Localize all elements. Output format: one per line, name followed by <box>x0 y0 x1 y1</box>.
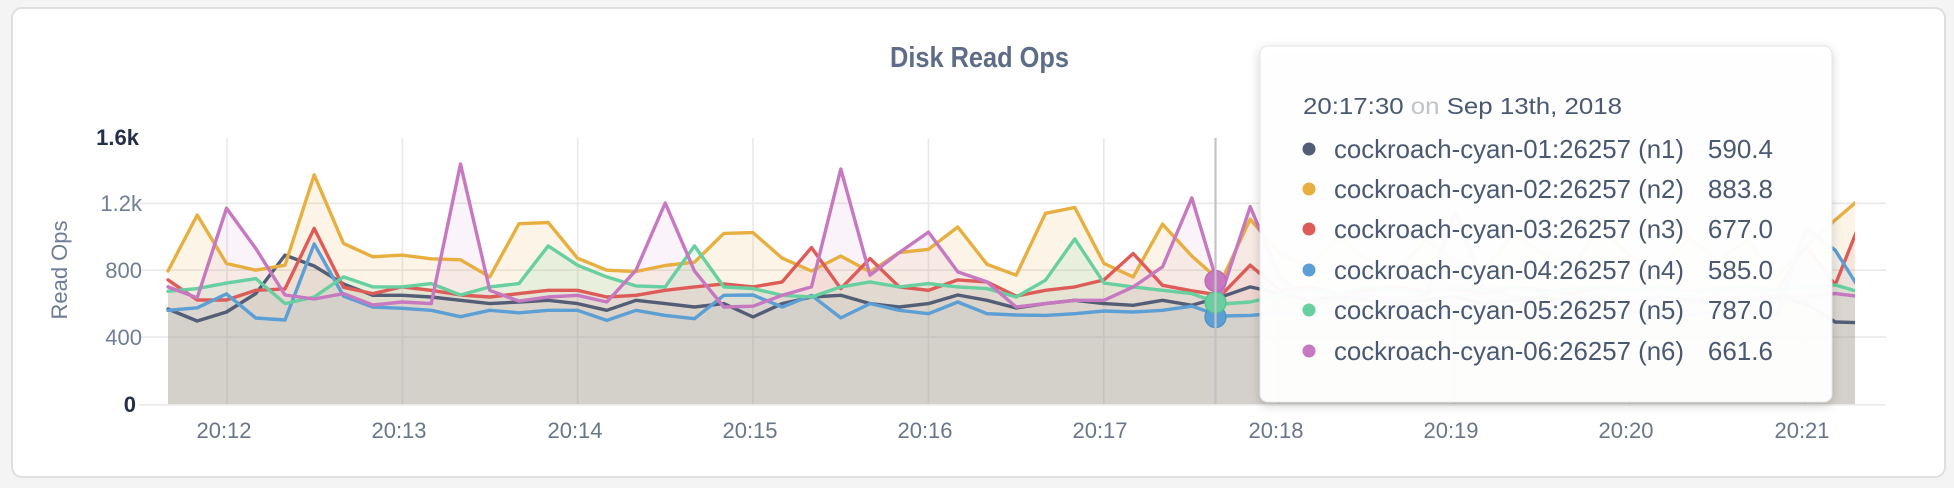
svg-text:20:21: 20:21 <box>1774 418 1829 443</box>
svg-text:883.8: 883.8 <box>1708 174 1773 204</box>
svg-text:cockroach-cyan-03:26257 (n3): cockroach-cyan-03:26257 (n3) <box>1334 214 1684 244</box>
svg-text:1.6k: 1.6k <box>96 125 140 150</box>
svg-text:cockroach-cyan-06:26257 (n6): cockroach-cyan-06:26257 (n6) <box>1334 336 1684 366</box>
svg-text:Disk Read Ops: Disk Read Ops <box>890 42 1069 74</box>
svg-text:20:14: 20:14 <box>547 418 602 443</box>
svg-text:800: 800 <box>105 258 142 283</box>
svg-text:20:18: 20:18 <box>1248 418 1303 443</box>
svg-text:cockroach-cyan-05:26257 (n5): cockroach-cyan-05:26257 (n5) <box>1334 295 1684 325</box>
svg-text:20:20: 20:20 <box>1598 418 1653 443</box>
svg-text:cockroach-cyan-02:26257 (n2): cockroach-cyan-02:26257 (n2) <box>1334 174 1684 204</box>
svg-text:20:19: 20:19 <box>1423 418 1478 443</box>
svg-text:400: 400 <box>105 325 142 350</box>
svg-text:20:15: 20:15 <box>722 418 777 443</box>
svg-text:590.4: 590.4 <box>1708 134 1773 164</box>
svg-text:20:17:30 on Sep 13th, 2018: 20:17:30 on Sep 13th, 2018 <box>1303 93 1622 119</box>
svg-text:20:13: 20:13 <box>371 418 426 443</box>
svg-text:cockroach-cyan-01:26257 (n1): cockroach-cyan-01:26257 (n1) <box>1334 134 1684 164</box>
svg-text:cockroach-cyan-04:26257 (n4): cockroach-cyan-04:26257 (n4) <box>1334 255 1684 285</box>
svg-text:20:17: 20:17 <box>1072 418 1127 443</box>
svg-text:1.2k: 1.2k <box>100 191 143 216</box>
svg-text:585.0: 585.0 <box>1708 255 1773 285</box>
svg-text:Read Ops: Read Ops <box>47 220 72 319</box>
svg-text:677.0: 677.0 <box>1708 214 1773 244</box>
svg-text:787.0: 787.0 <box>1708 295 1773 325</box>
svg-text:661.6: 661.6 <box>1708 336 1773 366</box>
svg-text:0: 0 <box>124 392 136 417</box>
svg-text:20:12: 20:12 <box>196 418 251 443</box>
svg-text:20:16: 20:16 <box>897 418 952 443</box>
